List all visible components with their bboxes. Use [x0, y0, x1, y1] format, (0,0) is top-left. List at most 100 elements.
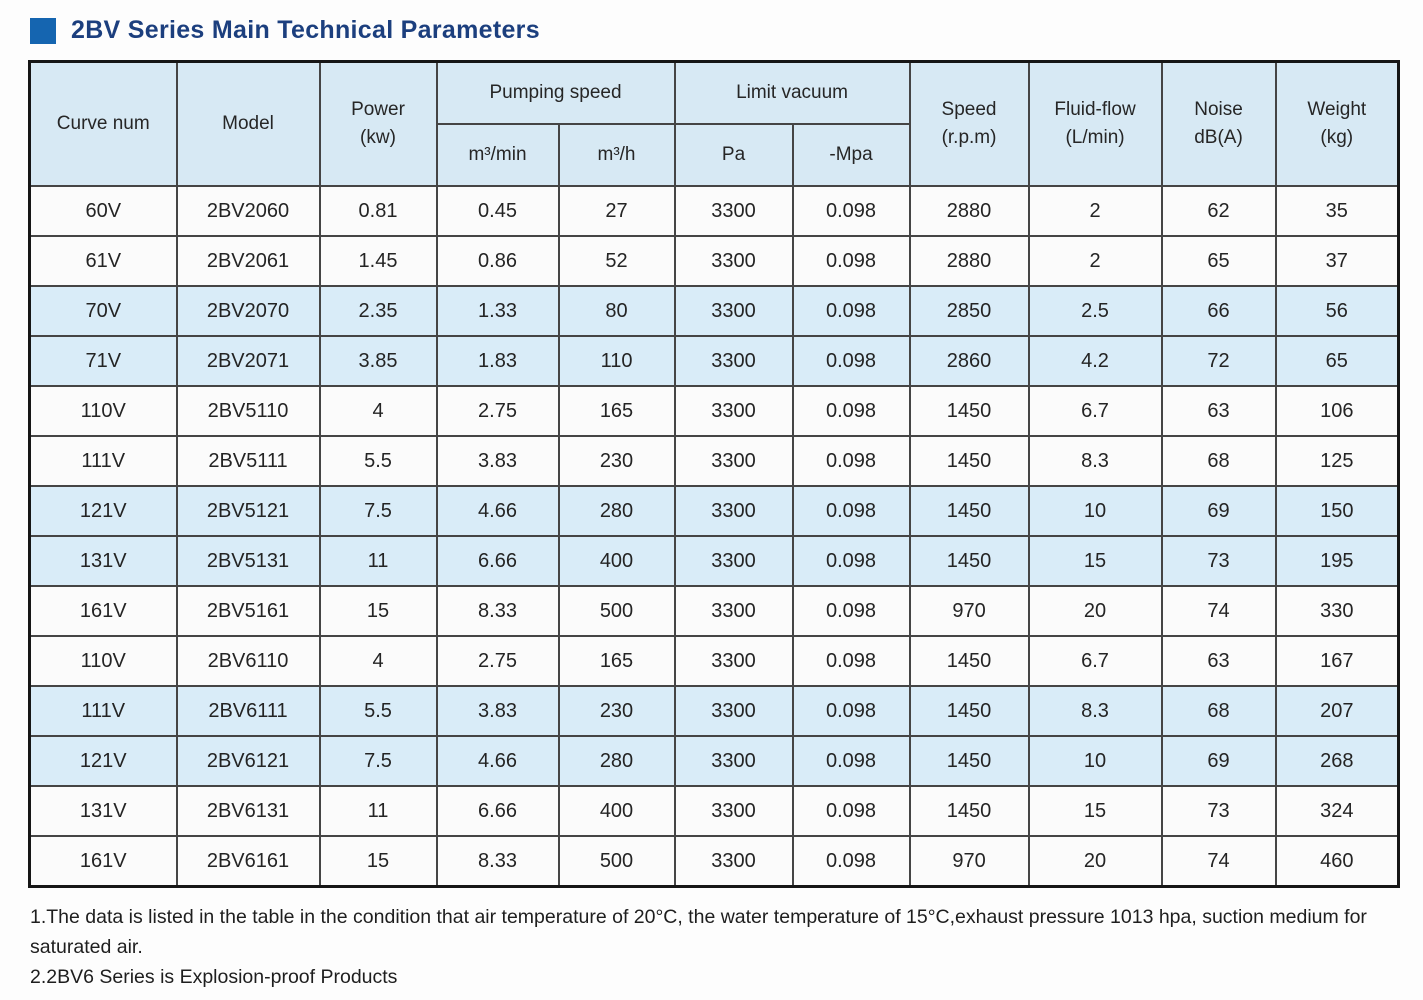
- cell-fluid: 2.5: [1027, 285, 1163, 337]
- cell-mpa: 0.098: [791, 385, 911, 437]
- cell-noise: 63: [1160, 385, 1277, 437]
- cell-power: 15: [318, 835, 438, 888]
- cell-m3h: 400: [557, 535, 676, 587]
- table-row: 111V 2BV5111 5.5 3.83 230 3300 0.098 1450 8.3 68 1…: [28, 435, 1400, 487]
- cell-m3h: 27: [557, 185, 676, 237]
- cell-noise: 68: [1160, 435, 1277, 487]
- cell-curve: 111V: [28, 685, 178, 737]
- cell-mpa: 0.098: [791, 785, 911, 837]
- cell-fluid: 2: [1027, 235, 1163, 287]
- cell-weight: 330: [1274, 585, 1400, 637]
- cell-curve: 161V: [28, 585, 178, 637]
- header-curve-num: Curve num: [28, 60, 178, 187]
- cell-mpa: 0.098: [791, 185, 911, 237]
- header-power: Power (kw): [318, 60, 438, 187]
- header-weight: Weight (kg): [1274, 60, 1400, 187]
- cell-pa: 3300: [673, 535, 794, 587]
- table-row: 111V 2BV6111 5.5 3.83 230 3300 0.098 1450 8.3 68 2…: [28, 685, 1400, 737]
- cell-curve: 60V: [28, 185, 178, 237]
- cell-pa: 3300: [673, 785, 794, 837]
- cell-model: 2BV6111: [175, 685, 321, 737]
- cell-weight: 65: [1274, 335, 1400, 387]
- cell-m3h: 500: [557, 585, 676, 637]
- cell-speed: 2860: [908, 335, 1030, 387]
- cell-fluid: 8.3: [1027, 685, 1163, 737]
- cell-fluid: 20: [1027, 585, 1163, 637]
- cell-m3h: 400: [557, 785, 676, 837]
- cell-speed: 970: [908, 835, 1030, 888]
- cell-m3min: 8.33: [435, 585, 560, 637]
- cell-speed: 970: [908, 585, 1030, 637]
- cell-weight: 207: [1274, 685, 1400, 737]
- cell-fluid: 10: [1027, 485, 1163, 537]
- cell-fluid: 6.7: [1027, 385, 1163, 437]
- cell-speed: 1450: [908, 635, 1030, 687]
- cell-pa: 3300: [673, 235, 794, 287]
- cell-model: 2BV6110: [175, 635, 321, 687]
- cell-noise: 73: [1160, 535, 1277, 587]
- cell-speed: 1450: [908, 485, 1030, 537]
- table-row: 121V 2BV6121 7.5 4.66 280 3300 0.098 1450 10 69 26…: [28, 735, 1400, 787]
- cell-model: 2BV6121: [175, 735, 321, 787]
- cell-curve: 70V: [28, 285, 178, 337]
- cell-curve: 111V: [28, 435, 178, 487]
- cell-model: 2BV2060: [175, 185, 321, 237]
- cell-power: 7.5: [318, 735, 438, 787]
- cell-m3h: 280: [557, 485, 676, 537]
- cell-weight: 268: [1274, 735, 1400, 787]
- cell-m3h: 110: [557, 335, 676, 387]
- cell-pa: 3300: [673, 485, 794, 537]
- cell-weight: 167: [1274, 635, 1400, 687]
- cell-m3min: 2.75: [435, 385, 560, 437]
- cell-power: 11: [318, 785, 438, 837]
- footnotes: 1.The data is listed in the table in the…: [30, 902, 1402, 993]
- cell-speed: 1450: [908, 735, 1030, 787]
- cell-m3min: 4.66: [435, 735, 560, 787]
- cell-m3h: 52: [557, 235, 676, 287]
- cell-m3min: 4.66: [435, 485, 560, 537]
- cell-mpa: 0.098: [791, 535, 911, 587]
- header-m3h: m³/h: [557, 123, 676, 187]
- cell-noise: 69: [1160, 485, 1277, 537]
- cell-fluid: 15: [1027, 785, 1163, 837]
- table-row: 71V 2BV2071 3.85 1.83 110 3300 0.098 2860 4.2 72 6…: [28, 335, 1400, 387]
- header-fluid-flow: Fluid-flow (L/min): [1027, 60, 1163, 187]
- footnote-2: 2.2BV6 Series is Explosion-proof Product…: [30, 966, 398, 989]
- cell-curve: 161V: [28, 835, 178, 888]
- header-speed: Speed (r.p.m): [908, 60, 1030, 187]
- cell-model: 2BV2071: [175, 335, 321, 387]
- cell-power: 0.81: [318, 185, 438, 237]
- cell-fluid: 20: [1027, 835, 1163, 888]
- cell-m3min: 0.45: [435, 185, 560, 237]
- cell-noise: 72: [1160, 335, 1277, 387]
- cell-model: 2BV5110: [175, 385, 321, 437]
- cell-noise: 73: [1160, 785, 1277, 837]
- cell-power: 7.5: [318, 485, 438, 537]
- cell-noise: 66: [1160, 285, 1277, 337]
- cell-m3min: 2.75: [435, 635, 560, 687]
- cell-weight: 150: [1274, 485, 1400, 537]
- cell-m3min: 6.66: [435, 535, 560, 587]
- footnote-1: 1.The data is listed in the table in the…: [30, 906, 1367, 959]
- cell-noise: 74: [1160, 835, 1277, 888]
- cell-fluid: 10: [1027, 735, 1163, 787]
- cell-weight: 35: [1274, 185, 1400, 237]
- cell-power: 5.5: [318, 435, 438, 487]
- cell-weight: 37: [1274, 235, 1400, 287]
- cell-m3min: 3.83: [435, 435, 560, 487]
- parameters-table: Curve num Model Power (kw) Pumping speed…: [28, 60, 1401, 888]
- cell-m3min: 3.83: [435, 685, 560, 737]
- cell-speed: 2880: [908, 235, 1030, 287]
- cell-curve: 61V: [28, 235, 178, 287]
- cell-model: 2BV6161: [175, 835, 321, 888]
- table-row: 161V 2BV5161 15 8.33 500 3300 0.098 970 20 74 330: [28, 585, 1400, 637]
- cell-power: 2.35: [318, 285, 438, 337]
- table-row: 70V 2BV2070 2.35 1.33 80 3300 0.098 2850 2.5 66 56: [28, 285, 1400, 337]
- cell-speed: 1450: [908, 685, 1030, 737]
- cell-pa: 3300: [673, 685, 794, 737]
- cell-m3h: 80: [557, 285, 676, 337]
- cell-fluid: 4.2: [1027, 335, 1163, 387]
- cell-weight: 460: [1274, 835, 1400, 888]
- cell-pa: 3300: [673, 435, 794, 487]
- cell-m3h: 500: [557, 835, 676, 888]
